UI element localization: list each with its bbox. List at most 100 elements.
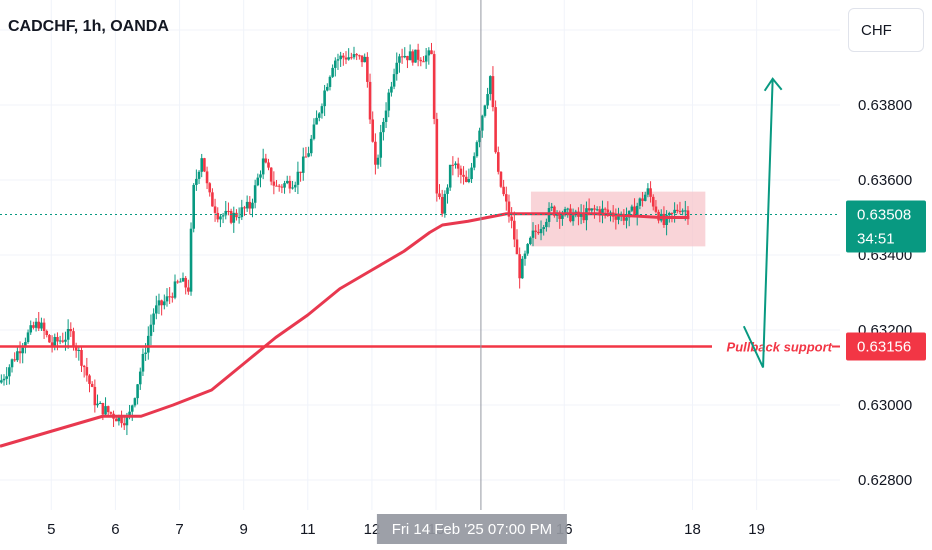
candle-body [109,412,113,414]
candle-body [553,206,556,216]
candle-body [523,253,527,259]
candle-body [283,183,286,188]
candle-body [675,209,679,212]
arrow-path [742,78,774,368]
candle-body [638,198,642,206]
support-line: Pullback support [0,214,840,355]
candle-body [21,347,25,354]
candle-body [379,132,383,158]
candle-body [507,201,511,217]
candle-body [288,180,292,189]
candle-body [382,121,385,133]
candle-body [317,113,321,118]
candle-body [593,208,596,210]
candle-body [667,212,671,216]
candle-body [371,119,375,142]
candle-body [649,188,652,197]
candle-body [344,57,348,60]
candle-body [526,244,529,254]
ema-line [0,212,690,448]
candle-body [665,215,668,226]
candle-body [400,56,404,58]
candle-body [203,158,206,172]
candle-body [320,106,324,114]
candle-body [114,418,118,422]
price-tick-label: 0.62800 [858,472,912,489]
candle-body [264,158,268,163]
time-axis[interactable]: 5679111213161819Fri 14 Feb '25 07:00 PM [47,514,765,544]
candle-body [494,107,497,153]
candle-body [504,194,508,202]
price-axis[interactable]: 0.640000.638000.636000.634000.632000.630… [858,22,912,489]
candle-body [422,61,425,63]
candle-body [272,181,276,186]
candle-body [515,239,519,255]
candle-body [66,329,70,340]
candle-body [213,206,217,213]
candle-body [684,210,687,212]
arrow-head [763,77,783,92]
candle-body [144,352,147,354]
candle-body [601,208,604,216]
candle-body [454,163,457,165]
candle-body [470,167,473,180]
candle-body [5,376,8,379]
candle-body [587,208,591,211]
candle-body [245,201,249,209]
candle-body [350,57,353,59]
candle-body [133,398,137,406]
candle-body [403,55,407,58]
symbol-title[interactable]: CADCHF, 1h, OANDA [8,18,169,35]
candle-body [229,210,233,223]
candle-body [82,365,86,368]
candle-body [435,118,439,194]
candle-body [192,184,196,229]
candle-body [537,231,540,234]
candle-body [221,215,225,217]
price-tick-label: 0.63600 [858,172,912,189]
candle-body [496,152,500,172]
candle-body [189,228,193,292]
candle-body [654,206,658,212]
price-tick-label: 0.63800 [858,97,912,114]
candle-body [269,167,273,182]
candle-body [627,210,631,218]
candle-body [18,351,22,354]
candle-body [232,212,236,223]
candle-body [539,229,543,234]
candle-body [339,55,342,60]
candle-body [248,201,252,209]
candle-body [355,54,358,56]
candle-body [37,321,41,329]
candle-body [366,56,369,82]
candle-body [163,301,166,306]
currency-button[interactable]: CHF [848,8,924,52]
candle-body [64,339,67,342]
candle-body [673,209,676,214]
candle-body [152,313,155,325]
candle-body [146,335,150,353]
candle-body [125,416,129,426]
candle-body [609,212,612,214]
time-tick-label: 19 [748,521,765,538]
candle-body [662,213,666,226]
candle-body [26,332,30,343]
candle-body [261,158,265,175]
candle-body [8,367,11,377]
currency-label: CHF [861,21,892,39]
candle-body [24,342,27,348]
time-tick-label: 18 [684,521,701,538]
last-price-value: 0.63508 [857,207,911,224]
candle-body [50,342,54,346]
candle-countdown: 34:51 [857,231,895,248]
candle-body [32,325,35,328]
candle-body [16,351,19,361]
candle-body [550,206,554,209]
candle-body [187,287,190,292]
candle-body [408,51,412,61]
candle-body [200,158,204,172]
candle-body [90,383,94,387]
candle-body [251,202,254,209]
candle-body [259,174,262,178]
